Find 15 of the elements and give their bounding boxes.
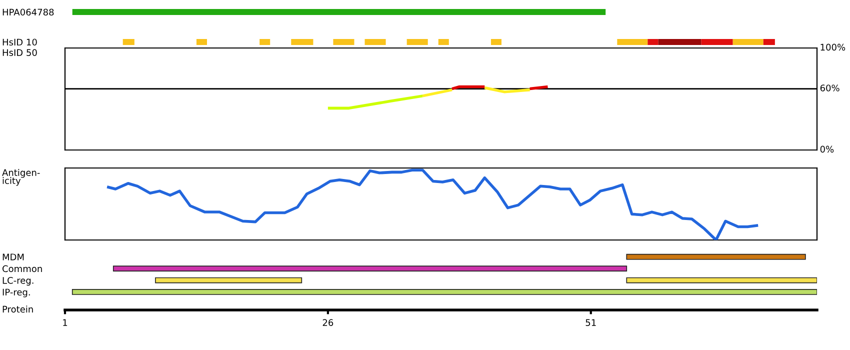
y-tick-label: HsID 10: [2, 38, 37, 46]
y-tick-label: LC-reg.: [2, 276, 34, 286]
x-tick-label: 1: [63, 319, 68, 326]
y-axis-title: Antigen- icity: [2, 169, 40, 186]
x-tick-label: 26: [322, 319, 334, 326]
y-tick-label: 100%: [820, 44, 846, 51]
y-tick-label: IP-reg.: [2, 288, 30, 298]
x-tick-label: 51: [586, 319, 596, 326]
y-tick-label: MDM: [2, 254, 24, 260]
y-tick-label: HPA064788: [2, 8, 54, 16]
y-tick-label: 0%: [820, 146, 834, 153]
y-tick-label: Common: [2, 265, 42, 272]
x-axis-title: Protein: [2, 306, 33, 313]
y-tick-label: 60%: [820, 84, 840, 92]
y-axis-title: HsID 50: [2, 49, 37, 56]
